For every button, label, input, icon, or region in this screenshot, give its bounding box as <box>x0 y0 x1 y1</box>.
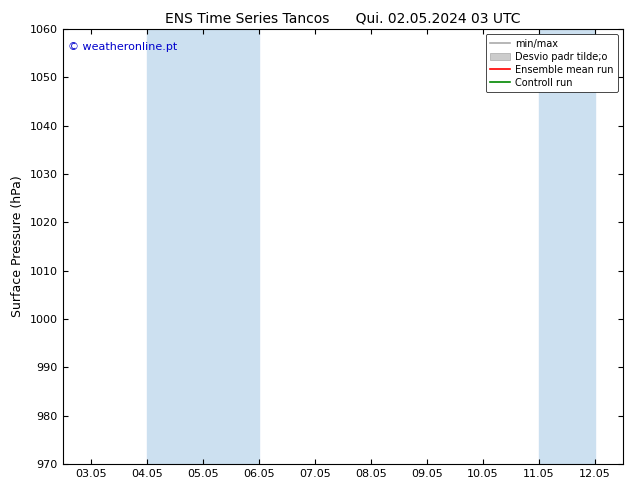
Legend: min/max, Desvio padr tilde;o, Ensemble mean run, Controll run: min/max, Desvio padr tilde;o, Ensemble m… <box>486 34 618 93</box>
Text: © weatheronline.pt: © weatheronline.pt <box>68 42 178 52</box>
Bar <box>539 29 595 464</box>
Title: ENS Time Series Tancos      Qui. 02.05.2024 03 UTC: ENS Time Series Tancos Qui. 02.05.2024 0… <box>165 11 521 25</box>
Bar <box>146 29 259 464</box>
Y-axis label: Surface Pressure (hPa): Surface Pressure (hPa) <box>11 176 24 318</box>
